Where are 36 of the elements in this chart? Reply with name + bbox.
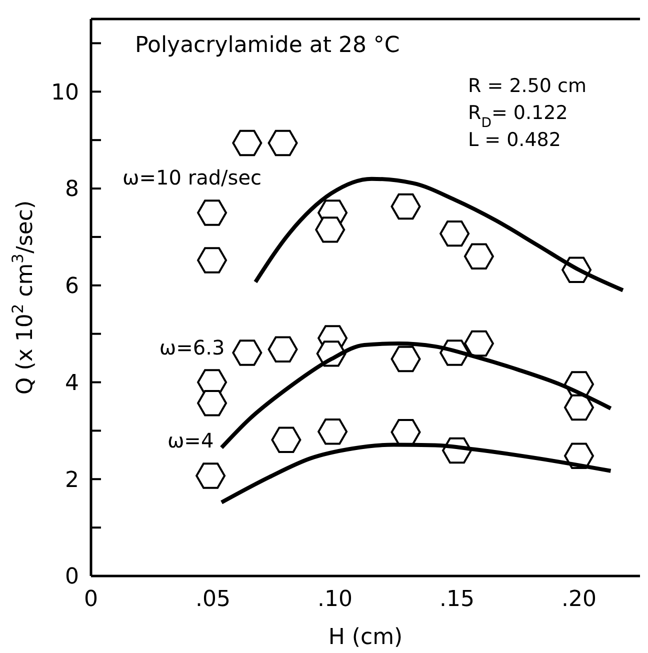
x-tick-label: .20: [562, 587, 596, 612]
annotation: L = 0.482: [468, 129, 561, 151]
text: Polyacrylamide at 28 °C: [135, 33, 400, 58]
point: [197, 247, 228, 274]
series-label: ω=6.3: [159, 335, 225, 360]
y-tick-label: 10: [51, 80, 79, 106]
annotation: R = 2.50 cm: [468, 75, 586, 97]
point: [271, 426, 302, 454]
point: [196, 462, 226, 489]
point: [197, 200, 228, 226]
point: [440, 220, 470, 247]
point: [197, 390, 228, 416]
point: [464, 330, 494, 357]
annotation: R$_{D}$= 0.122: [468, 102, 568, 130]
point: [268, 336, 298, 362]
y-tick-label: 8: [65, 177, 79, 202]
point: [564, 394, 594, 421]
point: [268, 130, 298, 156]
point: [390, 346, 421, 372]
x-tick-label: 0: [84, 587, 98, 612]
x-tick-label: .05: [196, 587, 230, 612]
x-axis-title: H (cm): [328, 625, 403, 650]
y-tick-label: 0: [65, 564, 79, 590]
point: [464, 243, 494, 270]
series-label: ω=10 rad/sec: [122, 166, 262, 190]
point: [318, 418, 348, 445]
y-tick-label: 4: [65, 370, 79, 396]
point: [390, 193, 421, 220]
x-tick-label: .10: [318, 587, 352, 612]
x-tick-label: .15: [440, 587, 474, 612]
y-tick-label: 6: [65, 274, 79, 300]
y-tick-label: 2: [65, 468, 79, 493]
point: [232, 340, 262, 366]
point: [315, 216, 346, 243]
series-label: ω=4: [167, 428, 214, 453]
point: [232, 130, 262, 156]
